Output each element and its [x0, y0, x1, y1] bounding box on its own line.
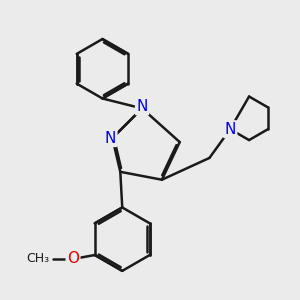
Text: CH₃: CH₃: [26, 253, 49, 266]
Text: N: N: [105, 130, 116, 146]
Text: N: N: [136, 99, 148, 114]
Text: N: N: [224, 122, 236, 137]
Text: O: O: [67, 251, 79, 266]
